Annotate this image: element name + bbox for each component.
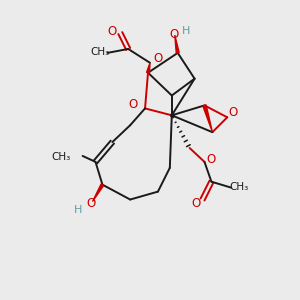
Text: O: O: [191, 197, 200, 210]
Text: O: O: [169, 28, 178, 40]
Text: H: H: [74, 206, 82, 215]
Text: O: O: [86, 197, 95, 210]
Polygon shape: [92, 184, 104, 202]
Polygon shape: [147, 63, 150, 73]
Polygon shape: [203, 105, 212, 132]
Text: CH₃: CH₃: [230, 182, 249, 192]
Text: O: O: [108, 25, 117, 38]
Text: O: O: [207, 153, 216, 167]
Text: CH₃: CH₃: [91, 47, 110, 57]
Text: O: O: [128, 98, 138, 111]
Text: CH₃: CH₃: [52, 152, 71, 162]
Text: H: H: [182, 26, 190, 36]
Text: O: O: [229, 106, 238, 119]
Polygon shape: [175, 35, 179, 53]
Text: O: O: [153, 52, 163, 65]
